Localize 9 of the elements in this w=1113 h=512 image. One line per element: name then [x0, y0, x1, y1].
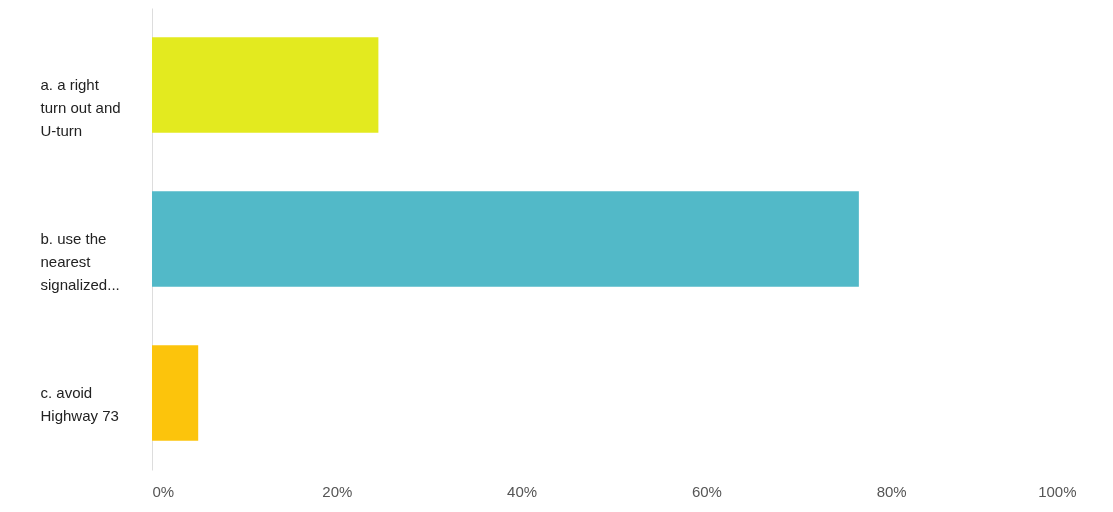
x-tick-label: 20%	[322, 482, 353, 500]
x-tick-label: 80%	[876, 482, 907, 500]
y-tick-label: a. a right turn out and U-turn	[40, 76, 121, 139]
y-tick-label: c. avoid Highway 73	[40, 384, 119, 424]
x-tick-label: 60%	[691, 482, 722, 500]
x-tick-label: 40%	[507, 482, 538, 500]
x-tick-label: 100%	[1038, 482, 1077, 500]
x-tick-label: 0%	[152, 482, 175, 500]
y-tick-label: b. use the nearest signalized...	[40, 230, 120, 293]
